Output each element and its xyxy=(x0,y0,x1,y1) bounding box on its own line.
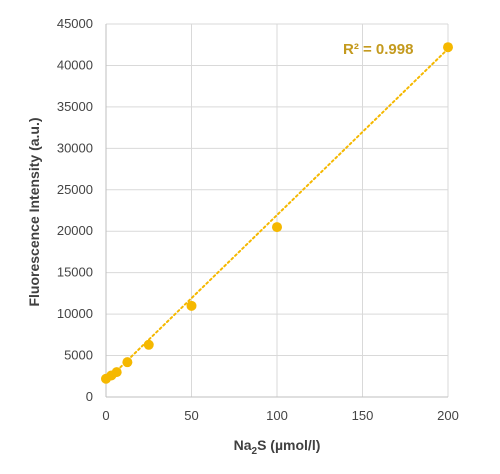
data-point-0-6 xyxy=(272,222,282,233)
y-tick-labels: 0 5000 10000 15000 20000 25000 30000 35000 40000… xyxy=(57,16,93,404)
y-axis-title: Fluorescence Intensity (a.u.) xyxy=(26,117,42,306)
y-tick-label-25000: 25000 xyxy=(57,182,93,197)
data-point-0-7 xyxy=(443,42,453,53)
grid xyxy=(106,23,449,397)
y-tick-label-35000: 35000 xyxy=(57,99,93,114)
trendline-group xyxy=(105,47,449,383)
x-axis-title-main: Na xyxy=(234,437,252,453)
y-tick-label-15000: 15000 xyxy=(57,265,93,280)
x-axis-title: Na2S (µmol/l) xyxy=(234,437,321,457)
data-point-0-3 xyxy=(122,357,133,368)
data-point-0-5 xyxy=(186,300,197,311)
x-tick-label-50: 50 xyxy=(184,408,198,423)
x-tick-label-100: 100 xyxy=(266,408,288,423)
data-point-0-2 xyxy=(111,367,122,378)
r-squared-annotation: R² = 0.998 xyxy=(343,41,413,58)
y-tick-label-10000: 10000 xyxy=(57,306,93,321)
x-tick-label-200: 200 xyxy=(437,408,459,423)
y-tick-label-40000: 40000 xyxy=(57,57,93,72)
y-tick-label-5000: 5000 xyxy=(64,348,93,363)
data-point-0-4 xyxy=(143,339,154,350)
x-axis-title-subscript: 2 xyxy=(252,446,258,457)
trendline xyxy=(105,47,449,383)
x-tick-label-0: 0 xyxy=(102,408,109,423)
axes xyxy=(105,24,448,398)
y-tick-label-45000: 45000 xyxy=(57,16,93,31)
y-tick-label-30000: 30000 xyxy=(57,140,93,155)
x-tick-label-150: 150 xyxy=(352,408,374,423)
y-tick-label-0: 0 xyxy=(86,389,93,404)
x-axis-title-rest: S (µmol/l) xyxy=(257,437,320,453)
y-tick-label-20000: 20000 xyxy=(57,223,93,238)
x-tick-labels: 0 50 100 150 200 xyxy=(102,408,458,423)
data-points xyxy=(101,42,453,384)
